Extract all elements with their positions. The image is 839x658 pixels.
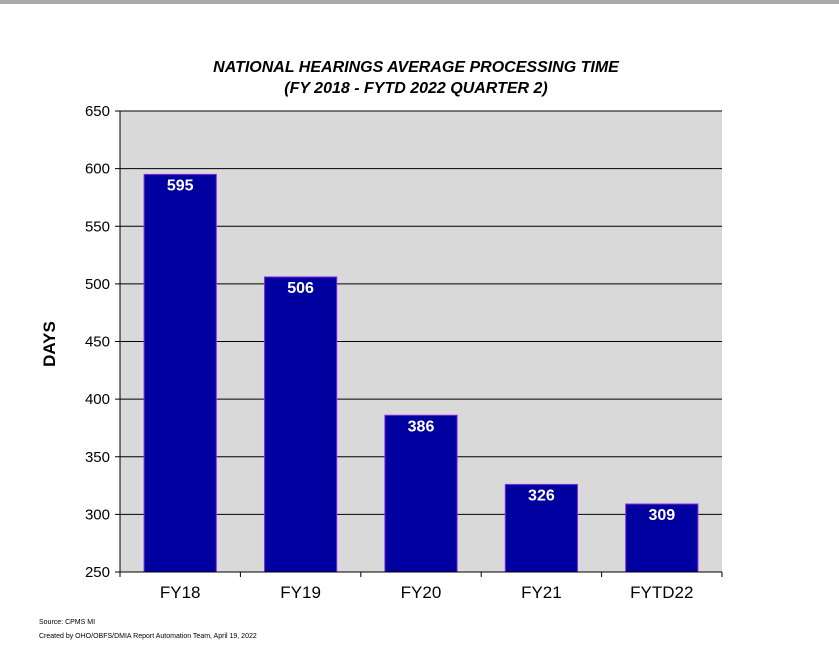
- data-label-fy21: 326: [528, 487, 555, 504]
- data-label-fy20: 386: [408, 418, 435, 435]
- y-tick-label: 600: [85, 161, 110, 178]
- y-tick-label: 250: [85, 564, 110, 581]
- y-tick-label: 500: [85, 276, 110, 293]
- chart-title: NATIONAL HEARINGS AVERAGE PROCESSING TIM…: [213, 59, 620, 76]
- y-tick-label: 300: [85, 506, 110, 523]
- bars: 595 506 386 326 309: [143, 173, 699, 573]
- y-tick-label: 350: [85, 449, 110, 466]
- data-label-fytd22: 309: [648, 507, 675, 524]
- bar-fy21: [504, 483, 579, 573]
- x-axis-ticks: FY18 FY19 FY20 FY21 FYTD22: [119, 572, 723, 602]
- x-tick-label: FYTD22: [630, 583, 693, 602]
- bar-fy20: [384, 414, 458, 573]
- chart-subtitle: (FY 2018 - FYTD 2022 QUARTER 2): [284, 80, 548, 97]
- data-label-fy19: 506: [287, 280, 314, 297]
- source-note: Source: CPMS MI: [39, 619, 96, 626]
- created-by-note: Created by OHO/OBFS/DMIA Report Automati…: [39, 633, 257, 640]
- x-tick-label: FY19: [280, 583, 321, 602]
- x-tick-label: FY21: [521, 583, 562, 602]
- bar-fy19: [263, 276, 338, 573]
- top-rule: [0, 0, 839, 4]
- bar-fytd22: [625, 503, 699, 573]
- data-label-fy18: 595: [167, 177, 194, 194]
- y-tick-label: 550: [85, 218, 110, 235]
- y-tick-label: 450: [85, 334, 110, 351]
- y-tick-label: 650: [85, 103, 110, 120]
- y-axis-label: DAYS: [40, 321, 59, 367]
- gridlines: [120, 110, 722, 515]
- x-tick-label: FY18: [160, 583, 201, 602]
- bar-fy18: [143, 173, 217, 573]
- x-tick-label: FY20: [401, 583, 442, 602]
- y-axis-ticks: 250 300 350 400 450 500 550 600 650: [85, 103, 120, 581]
- y-tick-label: 400: [85, 391, 110, 408]
